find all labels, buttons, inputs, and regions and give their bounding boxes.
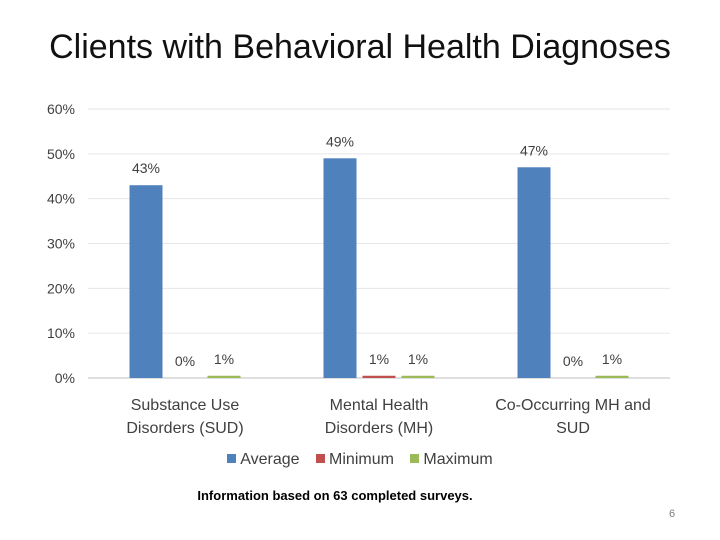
chart-title: Clients with Behavioral Health Diagnoses bbox=[49, 28, 671, 66]
x-category-label: Substance Use bbox=[131, 397, 240, 414]
data-label: 1% bbox=[214, 351, 234, 367]
y-tick-label: 50% bbox=[47, 146, 75, 162]
legend-label-average: Average bbox=[240, 451, 300, 468]
x-category-label: SUD bbox=[556, 420, 590, 437]
x-category-label: Co-Occurring MH and bbox=[495, 397, 651, 414]
legend-item-average: Average bbox=[227, 451, 300, 469]
x-category-label: Disorders (MH) bbox=[325, 420, 433, 437]
chart-legend: Average Minimum Maximum bbox=[0, 451, 720, 469]
y-tick-label: 10% bbox=[47, 325, 75, 341]
y-tick-label: 60% bbox=[47, 101, 75, 117]
y-tick-label: 40% bbox=[47, 191, 75, 207]
data-label: 1% bbox=[408, 351, 428, 367]
legend-swatch-minimum bbox=[316, 454, 326, 463]
footnote: Information based on 63 completed survey… bbox=[197, 488, 473, 503]
y-tick-label: 20% bbox=[47, 280, 75, 296]
legend-item-maximum: Maximum bbox=[410, 451, 493, 469]
bar-maximum bbox=[401, 375, 435, 378]
bar-average bbox=[129, 185, 163, 378]
bar-chart: 0% 10% 20% 30% 40% 50% 60% 43% 0% 1% Substance Use… bbox=[47, 101, 670, 437]
y-tick-label: 30% bbox=[47, 236, 75, 252]
bar-minimum bbox=[362, 375, 396, 378]
data-label: 43% bbox=[132, 160, 160, 176]
y-tick-label: 0% bbox=[55, 370, 75, 386]
bar-maximum bbox=[207, 375, 241, 378]
data-label: 49% bbox=[326, 133, 354, 149]
bar-average bbox=[323, 158, 357, 378]
legend-item-minimum: Minimum bbox=[316, 451, 394, 469]
data-label: 1% bbox=[369, 351, 389, 367]
x-category-label: Disorders (SUD) bbox=[126, 420, 243, 437]
legend-swatch-average bbox=[227, 454, 237, 463]
page-number: 6 bbox=[668, 508, 676, 520]
legend-swatch-maximum bbox=[410, 454, 420, 463]
bar-maximum bbox=[595, 375, 629, 378]
data-label: 47% bbox=[520, 142, 548, 158]
legend-label-minimum: Minimum bbox=[329, 451, 394, 468]
x-category-label: Mental Health bbox=[330, 397, 429, 414]
data-label: 0% bbox=[563, 353, 583, 369]
bar-average bbox=[517, 167, 551, 378]
data-label: 0% bbox=[175, 353, 195, 369]
legend-label-maximum: Maximum bbox=[423, 451, 493, 468]
data-label: 1% bbox=[602, 351, 622, 367]
